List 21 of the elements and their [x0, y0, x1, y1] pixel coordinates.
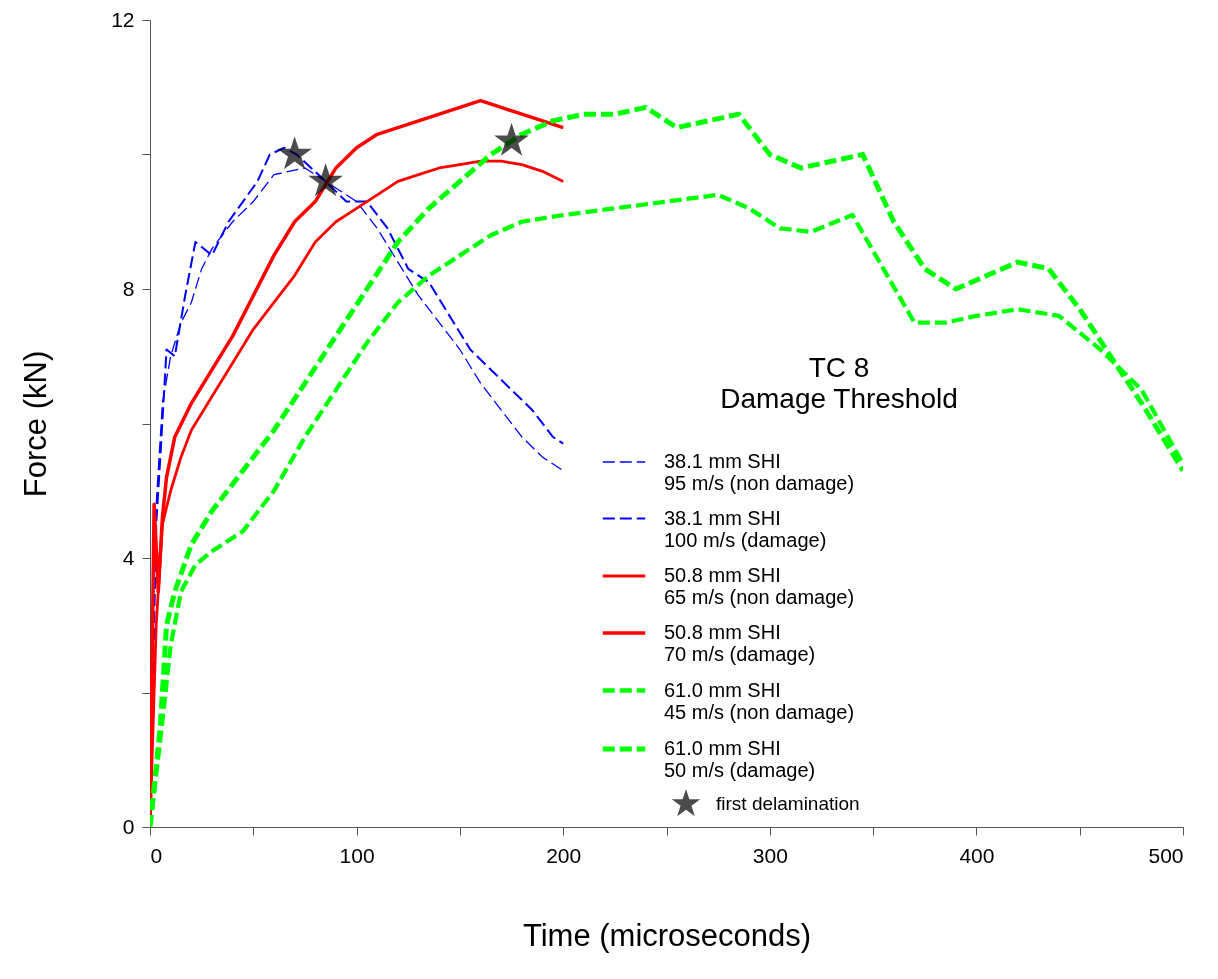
y-tick-label: 12 [111, 7, 135, 31]
x-tick-label: 500 [1148, 843, 1184, 867]
x-tick-label: 0 [150, 843, 163, 867]
x-tick-label: 300 [752, 843, 788, 867]
y-tick-label: 8 [122, 276, 135, 300]
x-tick-label: 100 [339, 843, 375, 867]
text: TC 8 [808, 352, 870, 383]
y-axis-title: Force (kN) [18, 350, 54, 498]
legend-label: 50.8 mm SHI 65 m/s (non damage) [664, 564, 855, 608]
text: Damage Threshold [720, 383, 958, 414]
legend-label: first delamination [716, 793, 860, 814]
y-tick-label: 0 [122, 814, 135, 838]
legend-label: 61.0 mm SHI 50 m/s (damage) [664, 737, 816, 781]
legend-label: 61.0 mm SHI 45 m/s (non damage) [664, 678, 855, 723]
legend-label: 38.1 mm SHI 100 m/s (damage) [664, 506, 827, 551]
x-axis-title: Time (microseconds) [522, 917, 812, 953]
x-tick-label: 200 [546, 843, 582, 867]
y-tick-label: 4 [122, 545, 135, 569]
legend-label: 38.1 mm SHI 95 m/s (non damage) [664, 450, 855, 494]
x-tick-label: 400 [959, 843, 995, 867]
legend-label: 50.8 mm SHI 70 m/s (damage) [664, 621, 816, 665]
